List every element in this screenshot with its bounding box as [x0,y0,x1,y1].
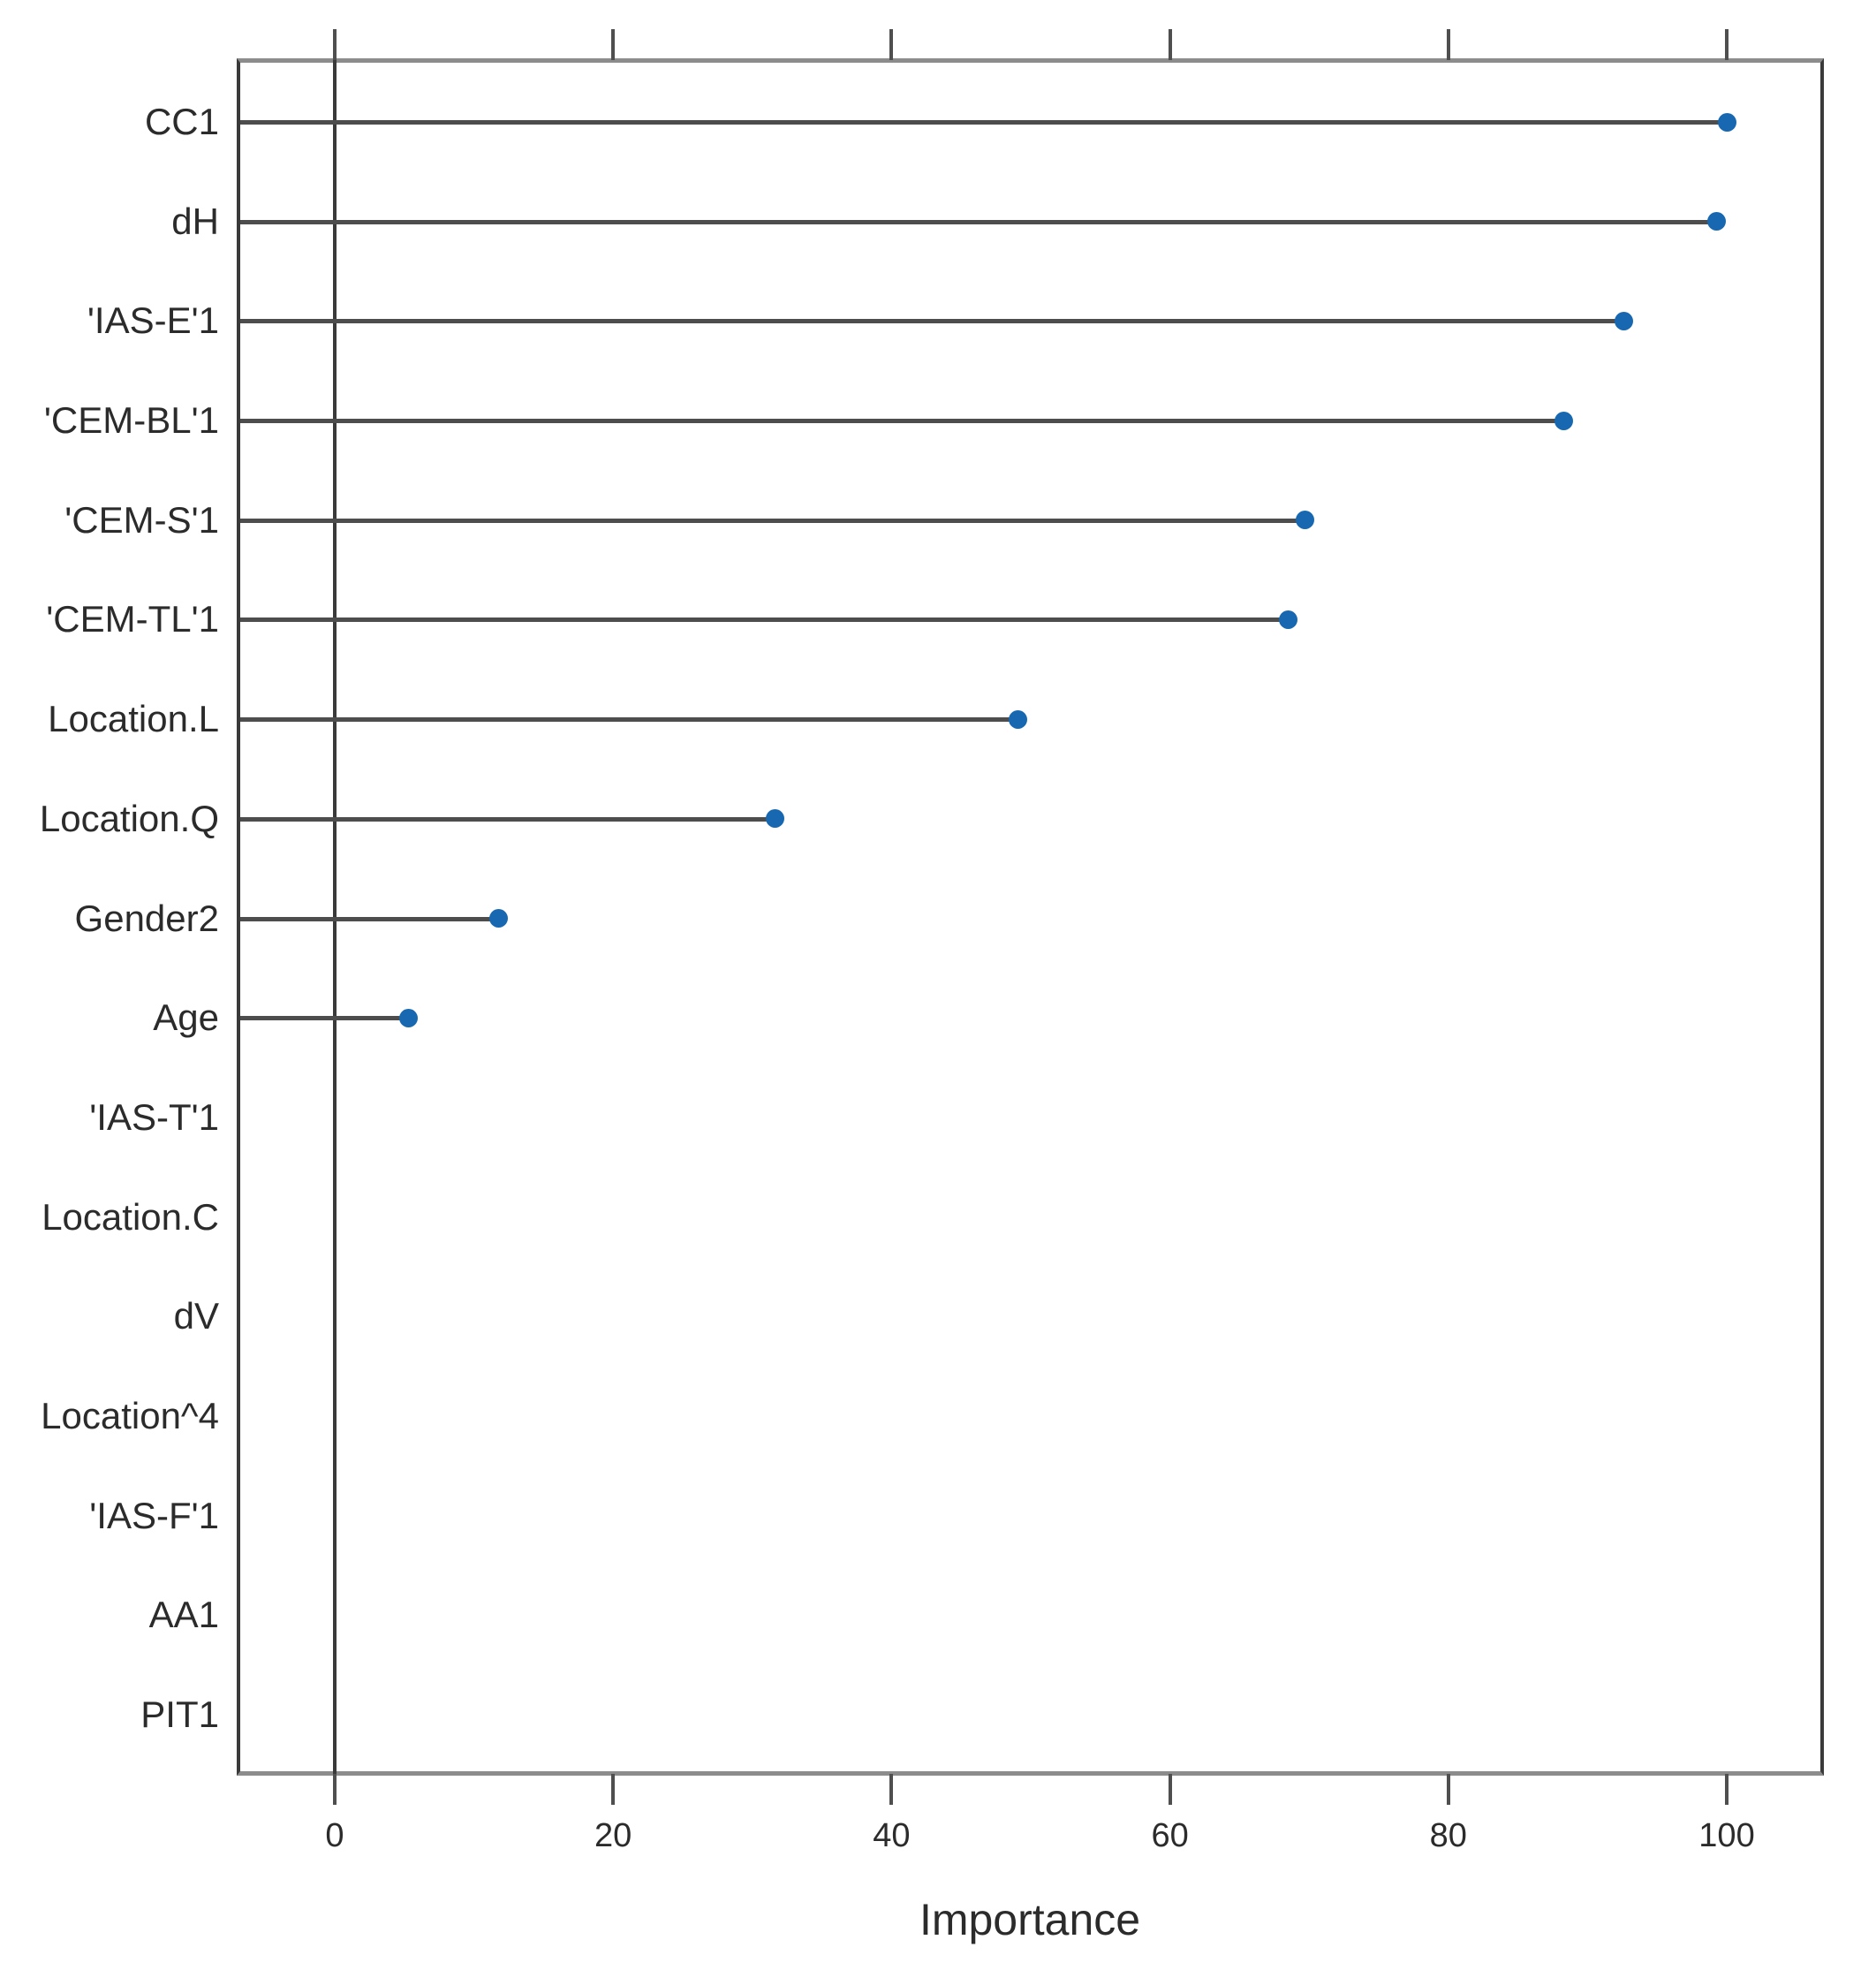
x-tick-label: 40 [873,1817,911,1854]
x-tick-label: 20 [594,1817,632,1854]
lollipop-stem [240,717,1018,723]
y-category-label: Location^4 [41,1394,219,1436]
data-point-dot [765,809,784,829]
x-axis-title: Importance [919,1895,1141,1944]
lollipop-stem [240,916,499,921]
x-axis-top-tick [333,29,337,60]
data-point-dot [1614,311,1633,330]
y-category-label: Location.Q [39,797,219,839]
data-point-dot [1295,511,1314,530]
x-axis-top-tick [889,29,894,60]
y-category-label: 'IAS-T'1 [89,1095,219,1138]
data-point-dot [399,1008,419,1027]
x-axis-bottom-tick [1725,1774,1728,1805]
x-axis-bottom-tick [1168,1774,1172,1805]
y-category-label: 'IAS-E'1 [87,299,219,342]
lollipop-stem [240,120,1727,125]
data-point-dot [489,909,509,928]
y-category-label: dV [173,1295,219,1337]
x-tick-label: 60 [1151,1817,1189,1854]
lollipop-stem [240,1016,409,1021]
x-axis-bottom-tick [333,1774,337,1805]
x-tick-label: 0 [325,1817,344,1854]
lollipop-stem [240,518,1305,523]
y-category-label: Location.L [48,698,219,740]
y-category-label: 'CEM-S'1 [64,498,219,541]
y-category-label: Location.C [42,1195,219,1238]
y-category-label: Age [153,996,219,1039]
y-category-label: AA1 [148,1594,219,1636]
y-category-label: 'CEM-BL'1 [43,399,219,442]
lollipop-stem [240,618,1289,623]
y-category-label: 'IAS-F'1 [89,1494,219,1536]
x-axis-top-tick [1725,29,1728,60]
data-point-dot [1707,212,1727,231]
x-axis-top-tick [611,29,616,60]
x-axis-top-tick [1446,29,1450,60]
lollipop-stem [240,319,1624,324]
x-axis-bottom-tick [1446,1774,1450,1805]
data-point-dot [1009,709,1028,729]
lollipop-stem [240,219,1717,224]
data-point-dot [1555,411,1574,430]
data-point-dot [1717,112,1736,132]
plot-panel-border [237,58,1824,1776]
x-axis-bottom-tick [889,1774,894,1805]
x-axis-top-tick [1168,29,1172,60]
lollipop-stem [240,816,775,822]
x-tick-label: 80 [1429,1817,1467,1854]
y-category-label: 'CEM-TL'1 [46,598,219,640]
data-point-dot [1279,610,1298,629]
y-category-label: Gender2 [74,897,219,939]
x-axis-bottom-tick [611,1774,616,1805]
y-category-label: CC1 [144,101,219,142]
lollipop-stem [240,419,1564,424]
x-tick-label: 100 [1698,1817,1755,1854]
y-category-label: PIT1 [140,1693,219,1736]
y-category-label: dH [171,200,219,242]
